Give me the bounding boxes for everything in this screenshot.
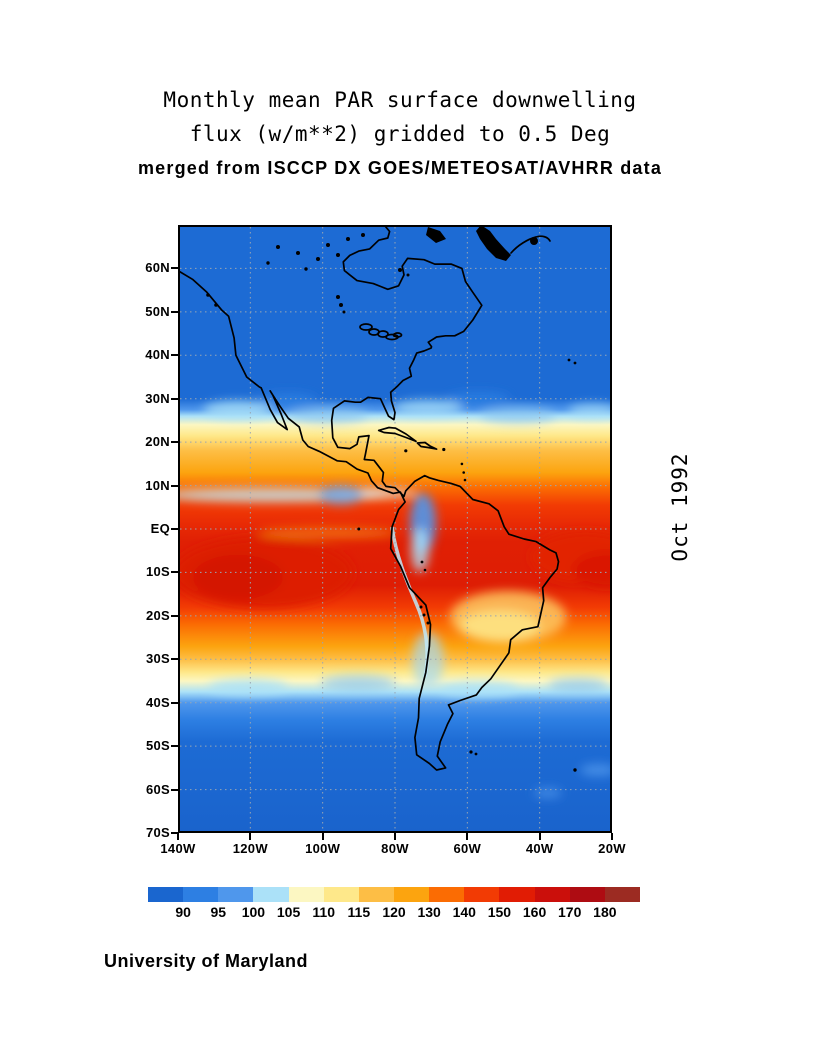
lon-label-100W: 100W [305,841,341,856]
date-label: Oct 1992 [668,452,692,562]
colorbar-label-130: 130 [417,904,441,920]
lat-label-60N: 60N [145,260,170,276]
lon-label-80W: 80W [381,841,409,856]
great-lake [359,323,373,331]
lon-label-20W: 20W [598,841,626,856]
lon-tick-60W [466,833,469,840]
lat-tick-20S [171,614,178,617]
lon-tick-40W [538,833,541,840]
credit-text: University of Maryland [104,951,309,971]
lat-label-30N: 30N [145,390,170,406]
graticule [180,227,610,831]
lat-tick-EQ [171,528,178,530]
greenland-coastline [510,235,551,254]
lat-tick-70S [171,832,178,834]
lat-label-10S: 10S [145,564,170,580]
lon-label-60W: 60W [453,841,482,856]
lat-label-50S: 50S [145,738,170,754]
colorbar-segment-12 [569,887,605,902]
flux-anomaly-blobs [178,392,612,798]
lat-tick-30N [171,397,178,400]
colorbar-segment-8 [429,887,465,902]
colorbar-segment-2 [218,887,254,902]
colorbar-label-160: 160 [522,904,547,920]
island-specks [206,225,577,772]
colorbar-label-115: 115 [347,904,371,920]
lat-label-EQ: EQ [150,521,170,536]
lat-label-40N: 40N [145,347,170,363]
colorbar-segment-11 [534,887,570,902]
colorbar-label-180: 180 [593,904,617,920]
lat-label-50N: 50N [145,303,170,319]
lon-label-120W: 120W [232,841,268,856]
lat-label-70S: 70S [145,825,170,840]
colorbar-label-95: 95 [210,904,227,920]
lat-tick-60S [171,788,178,791]
americas-coastline [178,225,560,771]
colorbar-segment-0 [148,887,184,902]
coastlines [178,225,560,771]
title-line-2: flux (w/m**2) gridded to 0.5 Deg [189,122,611,146]
colorbar-label-150: 150 [487,904,512,920]
lat-label-30S: 30S [145,651,170,667]
colorbar-label-110: 110 [312,904,335,920]
lon-label-40W: 40W [525,841,554,856]
colorbar-segment-10 [499,887,535,902]
lon-tick-120W [249,833,252,840]
colorbar-label-120: 120 [382,904,406,920]
lat-tick-30S [171,658,178,661]
lat-tick-20N [171,441,178,444]
colorbar-label-100: 100 [241,904,266,920]
lat-tick-40N [171,354,178,357]
lat-tick-60N [171,267,178,270]
great-lake [392,332,403,338]
lat-label-40S: 40S [145,694,170,710]
lat-tick-40S [171,701,178,704]
lat-label-20N: 20N [145,434,170,450]
andes-cloud-streak [390,526,429,678]
colorbar-segment-13 [604,887,640,902]
lat-label-10N: 10N [145,477,170,493]
lon-tick-100W [321,833,324,840]
colorbar-segment-1 [183,887,219,902]
colorbar-segment-6 [358,887,394,902]
lat-tick-10S [171,571,178,574]
colorbar-label-105: 105 [276,904,301,920]
lat-tick-50N [171,310,178,313]
lon-tick-140W [177,833,179,840]
colorbar-segment-4 [288,887,324,902]
colorbar-label-170: 170 [558,904,582,920]
title-line-3: merged from ISCCP DX GOES/METEOSAT/AVHRR… [137,158,663,178]
hispaniola-coastline [416,441,438,450]
lon-tick-80W [394,833,396,840]
colorbar-segment-3 [253,887,289,902]
lat-tick-50S [171,745,178,748]
colorbar-segment-9 [464,887,500,902]
colorbar-label-140: 140 [452,904,476,920]
colorbar-label-90: 90 [175,904,191,920]
par-flux-map [178,225,612,833]
map-frame [178,225,612,833]
lat-label-20S: 20S [145,607,170,623]
colorbar-segment-7 [393,887,430,902]
lon-tick-20W [611,833,613,840]
colorbar-segment-5 [323,887,359,902]
colorbar [148,887,640,902]
lat-tick-10N [171,484,178,487]
cuba-coastline [377,426,417,443]
lon-label-140W: 140W [160,841,196,856]
great-lake [377,330,389,338]
title-line-1: Monthly mean PAR surface downwelling [163,88,637,112]
lat-label-60S: 60S [145,781,170,797]
